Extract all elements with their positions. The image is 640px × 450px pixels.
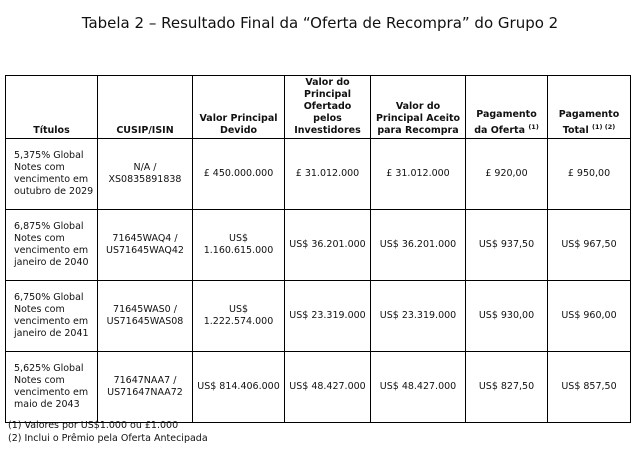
table-cell: £ 920,00 (465, 138, 548, 210)
table-cell: US$ 857,50 (547, 351, 631, 423)
table-cell: 71645WAS0 / US71645WAS08 (97, 280, 193, 352)
header-text: Valor do Principal Ofertado pelos Invest… (294, 77, 361, 136)
footnotes: (1) Valores por US$1.000 ou £1.000 (2) In… (8, 419, 208, 445)
header-text: Pagamento Total (558, 108, 620, 136)
table-cell: US$ 36.201.000 (370, 209, 466, 281)
table-cell: 71645WAQ4 / US71645WAQ42 (97, 209, 193, 281)
table-cell: 6,875% Global Notes com vencimento em ja… (5, 209, 98, 281)
header-text: Pagamento da Oferta (474, 108, 537, 136)
table-row: 6,875% Global Notes com vencimento em ja… (5, 209, 631, 281)
header-text: CUSIP/ISIN (116, 125, 174, 136)
table-cell: US$ 967,50 (547, 209, 631, 281)
table-cell: 5,625% Global Notes com vencimento em ma… (5, 351, 98, 423)
header-text: Títulos (33, 125, 70, 136)
table-cell: US$ 827,50 (465, 351, 548, 423)
header-cell: Pagamento da Oferta (1) (465, 75, 548, 139)
header-cell: Valor do Principal Ofertado pelos Invest… (284, 75, 371, 139)
table-cell: £ 31.012.000 (370, 138, 466, 210)
header-cell: Valor Principal Devido (192, 75, 285, 139)
table-cell: US$ 23.319.000 (370, 280, 466, 352)
table-cell: US$ 48.427.000 (284, 351, 371, 423)
table-cell: £ 950,00 (547, 138, 631, 210)
table-cell: N/A / XS0835891838 (97, 138, 193, 210)
table-cell: US$ 1.222.574.000 (192, 280, 285, 352)
header-text: Valor Principal Devido (199, 113, 278, 136)
footnote: (2) Inclui o Prêmio pela Oferta Antecipa… (8, 433, 208, 444)
results-table: Títulos CUSIP/ISIN Valor Principal Devido V… (5, 75, 631, 423)
header-cell: Valor do Principal Aceito para Recompra (370, 75, 466, 139)
table-cell: US$ 48.427.000 (370, 351, 466, 423)
table-cell: US$ 937,50 (465, 209, 548, 281)
table-cell: £ 450.000.000 (192, 138, 285, 210)
table-cell: US$ 1.160.615.000 (192, 209, 285, 281)
footnote-ref: (1) (2) (592, 122, 616, 131)
table-row: 6,750% Global Notes com vencimento em ja… (5, 280, 631, 352)
table-row: 5,375% Global Notes com vencimento em ou… (5, 138, 631, 210)
table-cell: 6,750% Global Notes com vencimento em ja… (5, 280, 98, 352)
table-title: Tabela 2 – Resultado Final da “Oferta de… (81, 14, 559, 32)
table-cell: US$ 930,00 (465, 280, 548, 352)
table-cell: 5,375% Global Notes com vencimento em ou… (5, 138, 98, 210)
footnote-ref: (1) (528, 122, 539, 131)
footnote: (1) Valores por US$1.000 ou £1.000 (8, 420, 179, 431)
table-cell: US$ 36.201.000 (284, 209, 371, 281)
table-cell: US$ 814.406.000 (192, 351, 285, 423)
header-row: Títulos CUSIP/ISIN Valor Principal Devido V… (5, 75, 631, 139)
header-cell: Títulos (5, 75, 98, 139)
table-cell: £ 31.012.000 (284, 138, 371, 210)
table-cell: US$ 960,00 (547, 280, 631, 352)
table-row: 5,625% Global Notes com vencimento em ma… (5, 351, 631, 423)
table-cell: US$ 23.319.000 (284, 280, 371, 352)
header-text: Valor do Principal Aceito para Recompra (375, 101, 461, 136)
table-body: 5,375% Global Notes com vencimento em ou… (5, 138, 631, 423)
header-cell: CUSIP/ISIN (97, 75, 193, 139)
table-cell: 71647NAA7 / US71647NAA72 (97, 351, 193, 423)
header-cell: Pagamento Total (1) (2) (547, 75, 631, 139)
